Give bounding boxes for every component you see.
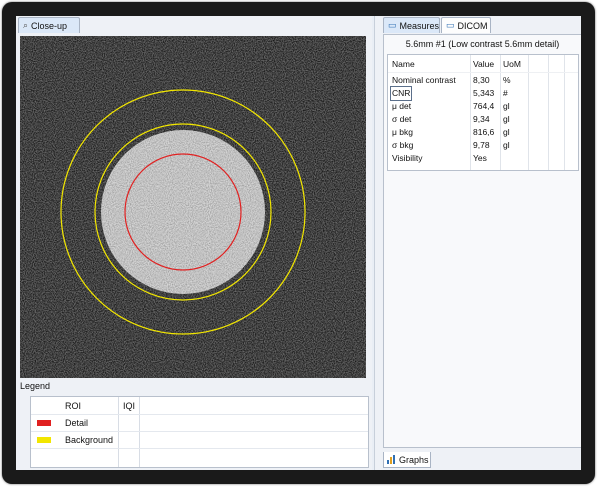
closeup-image-view[interactable] [20, 36, 366, 378]
row-uom-mu-bkg: gl [503, 127, 510, 137]
device-frame: ⌕ Close-up [2, 2, 595, 484]
table-header-divider [388, 72, 578, 73]
tab-graphs[interactable]: Graphs [383, 452, 431, 468]
background-roi-outer-ring [60, 89, 306, 335]
legend-label-detail: Detail [65, 417, 89, 428]
chart-icon [387, 455, 396, 464]
row-value-cnr: 5,343 [473, 88, 495, 98]
measures-panel: ▭ Measures ▭ DICOM 5.6mm #1 (Low contras… [374, 16, 581, 470]
tab-closeup-label: Close-up [31, 20, 68, 31]
background-roi-inner-ring [94, 123, 272, 301]
window-icon: ▭ [446, 20, 455, 30]
legend-row-divider [31, 431, 368, 432]
row-name-nominal-contrast: Nominal contrast [392, 75, 456, 85]
app-screen: ⌕ Close-up [16, 16, 581, 470]
legend-title: Legend [20, 381, 51, 391]
legend-label-background: Background [65, 434, 114, 445]
closeup-panel: ⌕ Close-up [16, 16, 372, 470]
row-value-mu-bkg: 816,6 [473, 127, 495, 137]
legend-row-detail[interactable]: Detail [31, 414, 368, 431]
row-name-sigma-det: σ det [392, 114, 412, 124]
tab-dicom-label: DICOM [457, 20, 488, 31]
table-header-name: Name [392, 59, 415, 69]
legend-col-iqi: IQI [123, 400, 136, 411]
tab-closeup[interactable]: ⌕ Close-up [18, 17, 80, 33]
tab-measures[interactable]: ▭ Measures [383, 17, 440, 33]
legend-row-background[interactable]: Background [31, 431, 368, 448]
detail-roi-ring [124, 153, 242, 271]
row-value-visibility: Yes [473, 153, 487, 163]
search-icon: ⌕ [23, 20, 29, 30]
row-name-mu-bkg: μ bkg [392, 127, 413, 137]
row-uom-mu-det: gl [503, 101, 510, 111]
legend-row-divider [31, 414, 368, 415]
row-name-mu-det: μ det [392, 101, 412, 111]
legend-row-divider [31, 448, 368, 449]
legend-table: ROI IQI Detail Background [30, 396, 369, 468]
row-uom-cnr: # [503, 88, 508, 98]
legend-col-divider [139, 397, 140, 467]
row-name-visibility: Visibility [392, 153, 423, 163]
table-col-divider [528, 55, 529, 170]
table-col-divider [470, 55, 471, 170]
table-col-divider [564, 55, 565, 170]
row-value-sigma-bkg: 9,78 [473, 140, 490, 150]
table-header-uom: UoM [503, 59, 521, 69]
measures-table: Name Value UoM Nominal contrast 8,30 % C… [387, 54, 579, 171]
legend-header-row: ROI IQI [31, 397, 368, 414]
row-uom-nominal-contrast: % [503, 75, 511, 85]
tab-graphs-label: Graphs [399, 454, 429, 465]
table-col-divider [500, 55, 501, 170]
row-name-sigma-bkg: σ bkg [392, 140, 414, 150]
row-value-nominal-contrast: 8,30 [473, 75, 490, 85]
tab-measures-label: Measures [399, 20, 440, 31]
table-header-value: Value [473, 59, 495, 69]
table-col-divider [548, 55, 549, 170]
window-icon: ▭ [388, 20, 397, 30]
measures-header: 5.6mm #1 (Low contrast 5.6mm detail) [405, 38, 560, 49]
row-uom-sigma-det: gl [503, 114, 510, 124]
row-value-mu-det: 764,4 [473, 101, 495, 111]
background-color-swatch [37, 436, 51, 443]
closeup-image [20, 36, 366, 378]
measures-frame: 5.6mm #1 (Low contrast 5.6mm detail) Nam… [383, 34, 581, 448]
row-name-cnr[interactable]: CNR [389, 86, 413, 101]
legend-col-divider [118, 397, 119, 467]
tab-dicom[interactable]: ▭ DICOM [441, 17, 491, 33]
detail-color-swatch [37, 419, 51, 426]
row-value-sigma-det: 9,34 [473, 114, 490, 124]
legend-col-roi: ROI [65, 400, 82, 411]
row-uom-sigma-bkg: gl [503, 140, 510, 150]
